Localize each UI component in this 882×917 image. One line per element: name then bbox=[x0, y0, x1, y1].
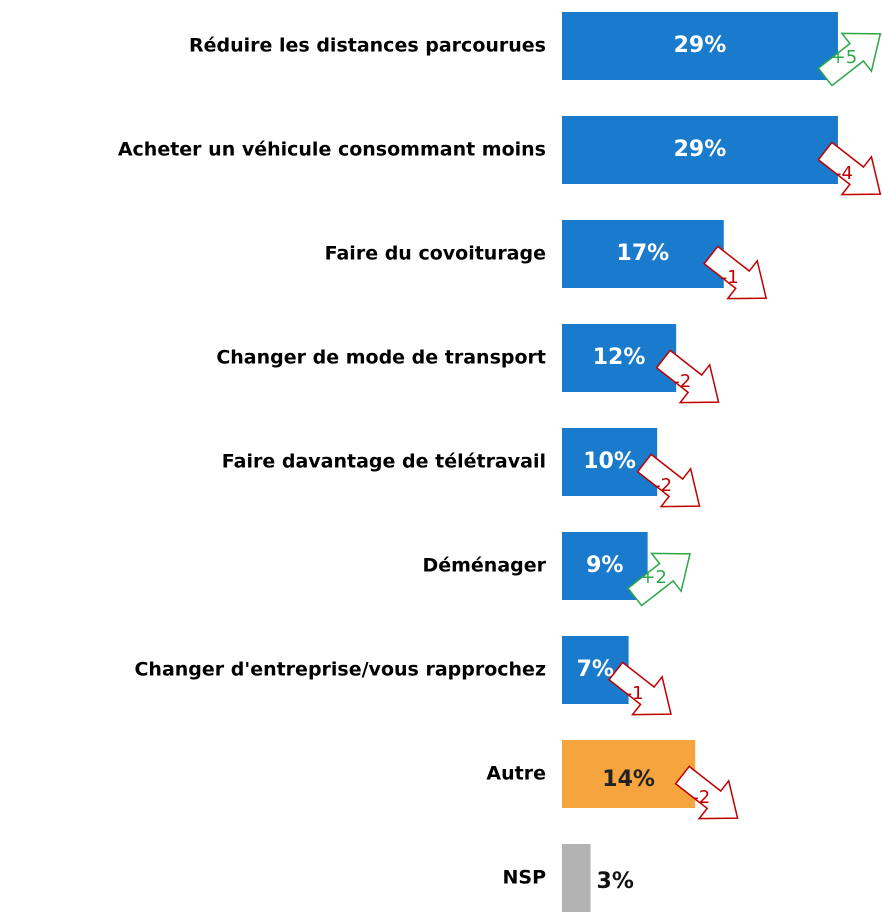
value-label: 3% bbox=[597, 869, 634, 894]
value-label: 17% bbox=[617, 241, 670, 266]
arrow-shape bbox=[817, 32, 882, 87]
change-label: -2 bbox=[673, 371, 691, 392]
value-label: 9% bbox=[586, 553, 623, 578]
value-label: 29% bbox=[674, 137, 727, 162]
bar bbox=[562, 844, 591, 912]
category-label: NSP bbox=[502, 867, 546, 889]
category-label: Réduire les distances parcourues bbox=[189, 35, 546, 57]
value-label: 12% bbox=[593, 345, 646, 370]
bar bbox=[562, 12, 838, 80]
arrow-shape bbox=[817, 141, 882, 196]
bar bbox=[562, 116, 838, 184]
change-label: -4 bbox=[835, 163, 853, 184]
arrow-shape bbox=[674, 765, 739, 820]
change-label: +5 bbox=[831, 47, 858, 68]
change-arrow bbox=[817, 32, 882, 87]
change-label: -2 bbox=[654, 475, 672, 496]
category-label: Autre bbox=[486, 763, 546, 785]
category-label: Changer de mode de transport bbox=[216, 347, 546, 369]
category-label: Acheter un véhicule consommant moins bbox=[118, 139, 546, 161]
category-label: Déménager bbox=[422, 555, 546, 577]
category-label: Changer d'entreprise/vous rapprochez bbox=[134, 659, 546, 681]
change-arrow bbox=[674, 765, 739, 820]
arrow-shape bbox=[627, 552, 691, 607]
bar bbox=[562, 740, 696, 808]
change-label: +2 bbox=[640, 567, 667, 588]
change-arrow bbox=[655, 349, 720, 404]
change-arrow bbox=[703, 245, 768, 300]
value-label: 7% bbox=[577, 657, 614, 682]
arrow-shape bbox=[607, 661, 672, 716]
change-arrow bbox=[817, 141, 882, 196]
value-label: 10% bbox=[583, 449, 636, 474]
arrow-shape bbox=[655, 349, 720, 404]
change-arrow bbox=[636, 453, 701, 508]
arrow-shape bbox=[703, 245, 768, 300]
arrow-shape bbox=[636, 453, 701, 508]
bar bbox=[562, 428, 658, 496]
value-label: 14% bbox=[602, 767, 655, 792]
change-label: -1 bbox=[626, 683, 644, 704]
change-label: -2 bbox=[692, 787, 710, 808]
category-label: Faire du covoiturage bbox=[325, 243, 546, 265]
category-label: Faire davantage de télétravail bbox=[222, 451, 546, 473]
change-label: -1 bbox=[721, 267, 739, 288]
change-arrow bbox=[627, 552, 691, 607]
bar bbox=[562, 324, 677, 392]
change-arrow bbox=[607, 661, 672, 716]
value-label: 29% bbox=[674, 33, 727, 58]
bar bbox=[562, 220, 724, 288]
